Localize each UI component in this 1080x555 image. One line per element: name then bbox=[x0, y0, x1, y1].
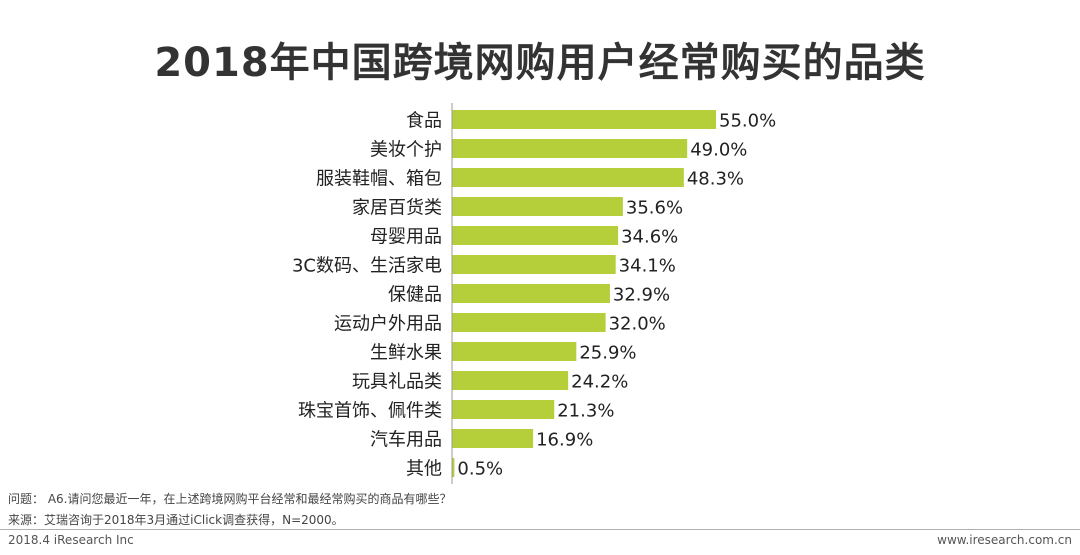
value-labels: 55.0% 49.0% 48.3%35.6% 34.6% 34.1% 32.9% 32.0%… bbox=[457, 111, 776, 480]
bar bbox=[452, 313, 606, 332]
bar bbox=[452, 458, 455, 477]
category-label: 服装鞋帽、箱包 bbox=[316, 169, 442, 190]
category-label: 玩具礼品类 bbox=[352, 372, 442, 393]
bars bbox=[452, 110, 716, 477]
value-label: 34.6% bbox=[621, 227, 678, 248]
value-label: 24.2% bbox=[571, 372, 628, 393]
value-label: 16.9% bbox=[536, 430, 593, 451]
footer-divider bbox=[0, 529, 1080, 530]
value-label: 35.6% bbox=[626, 198, 683, 219]
website-link[interactable]: www.iresearch.com.cn bbox=[937, 533, 1072, 547]
category-label: 保健品 bbox=[388, 285, 442, 306]
bar bbox=[452, 197, 623, 216]
copyright-text: 2018.4 iResearch Inc bbox=[8, 533, 134, 547]
bar bbox=[452, 400, 555, 419]
category-label: 食品 bbox=[406, 111, 442, 132]
category-label: 汽车用品 bbox=[370, 430, 442, 451]
category-label: 生鲜水果 bbox=[370, 343, 442, 364]
value-label: 34.1% bbox=[619, 256, 676, 277]
category-label: 家居百货类 bbox=[352, 198, 442, 219]
bar bbox=[452, 371, 569, 390]
category-label: 运动户外用品 bbox=[334, 314, 442, 335]
bar bbox=[452, 168, 684, 187]
value-label: 55.0% bbox=[719, 111, 776, 132]
bar bbox=[452, 110, 716, 129]
bar bbox=[452, 139, 688, 158]
chart-title: 2018年中国跨境网购用户经常购买的品类 bbox=[154, 40, 926, 86]
value-label: 49.0% bbox=[690, 140, 747, 161]
value-label: 25.9% bbox=[579, 343, 636, 364]
category-label: 珠宝首饰、佩件类 bbox=[298, 401, 442, 422]
category-label: 美妆个护 bbox=[370, 140, 442, 161]
value-label: 21.3% bbox=[557, 401, 614, 422]
bar bbox=[452, 255, 616, 274]
bar bbox=[452, 284, 610, 303]
category-label: 3C数码、生活家电 bbox=[292, 256, 442, 277]
data-source-note: 来源：艾瑞咨询于2018年3月通过iClick调查获得，N=2000。 bbox=[8, 513, 344, 527]
bar bbox=[452, 226, 619, 245]
category-label: 其他 bbox=[406, 459, 442, 480]
survey-question-note: 问题： A6.请问您最近一年，在上述跨境网购平台经常和最经常购买的商品有哪些？ bbox=[8, 492, 452, 506]
bar bbox=[452, 342, 577, 361]
value-label: 32.0% bbox=[609, 314, 666, 335]
value-label: 0.5% bbox=[457, 459, 503, 480]
bar bbox=[452, 429, 534, 448]
value-label: 32.9% bbox=[613, 285, 670, 306]
value-label: 48.3% bbox=[687, 169, 744, 190]
category-label: 母婴用品 bbox=[370, 227, 442, 248]
